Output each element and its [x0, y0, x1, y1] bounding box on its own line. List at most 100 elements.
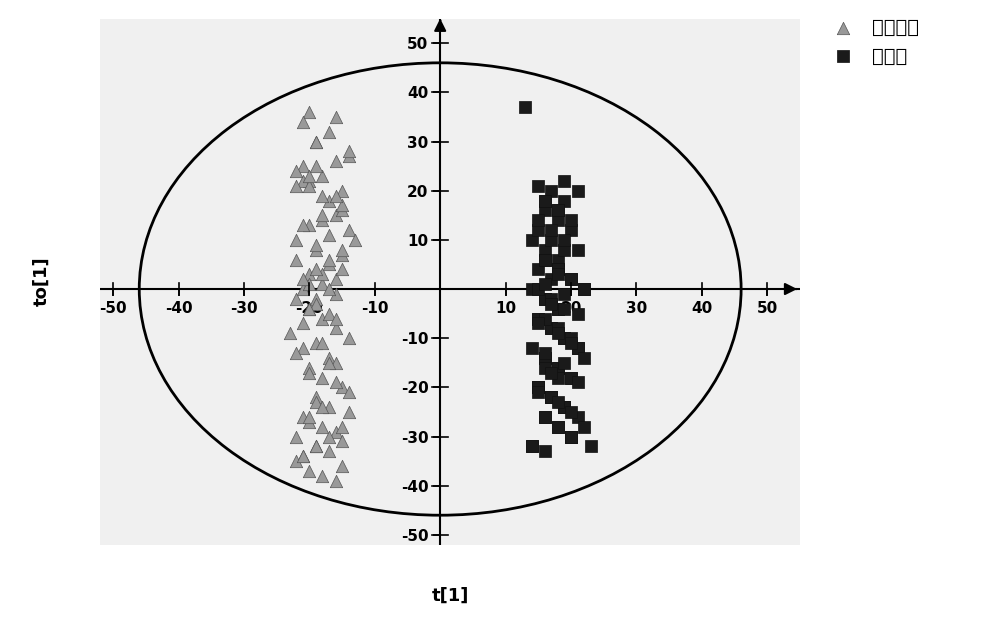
健康人 [563, 338, 579, 348]
结直肠癌 [301, 269, 317, 279]
结直肠癌 [314, 373, 330, 383]
结直肠癌 [308, 294, 324, 304]
健康人 [570, 343, 586, 353]
结直肠癌 [341, 333, 357, 343]
健康人 [563, 431, 579, 441]
结直肠癌 [288, 235, 304, 245]
健康人 [550, 304, 566, 314]
结直肠癌 [334, 201, 350, 210]
健康人 [563, 373, 579, 383]
健康人 [543, 392, 559, 402]
健康人 [576, 422, 592, 431]
健康人 [537, 196, 553, 206]
健康人 [550, 363, 566, 373]
健康人 [543, 225, 559, 235]
结直肠癌 [295, 451, 311, 461]
结直肠癌 [321, 127, 337, 137]
结直肠癌 [301, 466, 317, 476]
结直肠癌 [295, 161, 311, 171]
健康人 [563, 407, 579, 417]
结直肠癌 [295, 117, 311, 127]
健康人 [530, 181, 546, 191]
健康人 [543, 323, 559, 333]
结直肠癌 [321, 402, 337, 412]
健康人 [550, 206, 566, 215]
健康人 [537, 353, 553, 363]
结直肠癌 [321, 431, 337, 441]
健康人 [524, 441, 540, 451]
结直肠癌 [308, 299, 324, 309]
健康人 [563, 373, 579, 383]
健康人 [543, 274, 559, 284]
健康人 [550, 363, 566, 373]
健康人 [563, 431, 579, 441]
健康人 [530, 319, 546, 329]
结直肠癌 [295, 274, 311, 284]
健康人 [543, 392, 559, 402]
结直肠癌 [341, 407, 357, 417]
结直肠癌 [308, 441, 324, 451]
健康人 [563, 225, 579, 235]
健康人 [556, 402, 572, 412]
健康人 [563, 274, 579, 284]
健康人 [550, 373, 566, 383]
健康人 [537, 412, 553, 422]
结直肠癌 [308, 137, 324, 147]
结直肠癌 [334, 383, 350, 392]
结直肠癌 [328, 426, 344, 436]
健康人 [530, 314, 546, 324]
健康人 [530, 215, 546, 225]
结直肠癌 [341, 225, 357, 235]
健康人 [556, 333, 572, 343]
结直肠癌 [301, 107, 317, 117]
健康人 [543, 392, 559, 402]
结直肠癌 [288, 456, 304, 466]
健康人 [576, 353, 592, 363]
健康人 [556, 402, 572, 412]
健康人 [550, 264, 566, 274]
健康人 [543, 299, 559, 309]
结直肠癌 [334, 206, 350, 215]
结直肠癌 [308, 161, 324, 171]
结直肠癌 [301, 368, 317, 378]
健康人 [550, 328, 566, 338]
结直肠癌 [314, 471, 330, 481]
结直肠癌 [321, 446, 337, 456]
健康人 [537, 314, 553, 324]
健康人 [556, 235, 572, 245]
结直肠癌 [328, 274, 344, 284]
结直肠癌 [334, 264, 350, 274]
结直肠癌 [295, 412, 311, 422]
健康人 [530, 383, 546, 392]
健康人 [556, 196, 572, 206]
结直肠癌 [314, 314, 330, 324]
健康人 [550, 206, 566, 215]
结直肠癌 [301, 176, 317, 186]
健康人 [530, 383, 546, 392]
结直肠癌 [334, 436, 350, 446]
结直肠癌 [301, 171, 317, 181]
结直肠癌 [288, 431, 304, 441]
结直肠癌 [314, 279, 330, 289]
健康人 [556, 245, 572, 254]
结直肠癌 [328, 323, 344, 333]
健康人 [517, 102, 533, 112]
健康人 [550, 323, 566, 333]
健康人 [537, 206, 553, 215]
健康人 [537, 353, 553, 363]
健康人 [550, 422, 566, 431]
健康人 [550, 422, 566, 431]
健康人 [537, 245, 553, 254]
结直肠癌 [328, 210, 344, 220]
健康人 [530, 264, 546, 274]
健康人 [550, 304, 566, 314]
健康人 [537, 196, 553, 206]
健康人 [550, 215, 566, 225]
健康人 [524, 441, 540, 451]
健康人 [537, 294, 553, 304]
结直肠癌 [288, 348, 304, 358]
健康人 [537, 254, 553, 264]
结直肠癌 [314, 422, 330, 431]
健康人 [570, 309, 586, 319]
结直肠癌 [321, 353, 337, 363]
